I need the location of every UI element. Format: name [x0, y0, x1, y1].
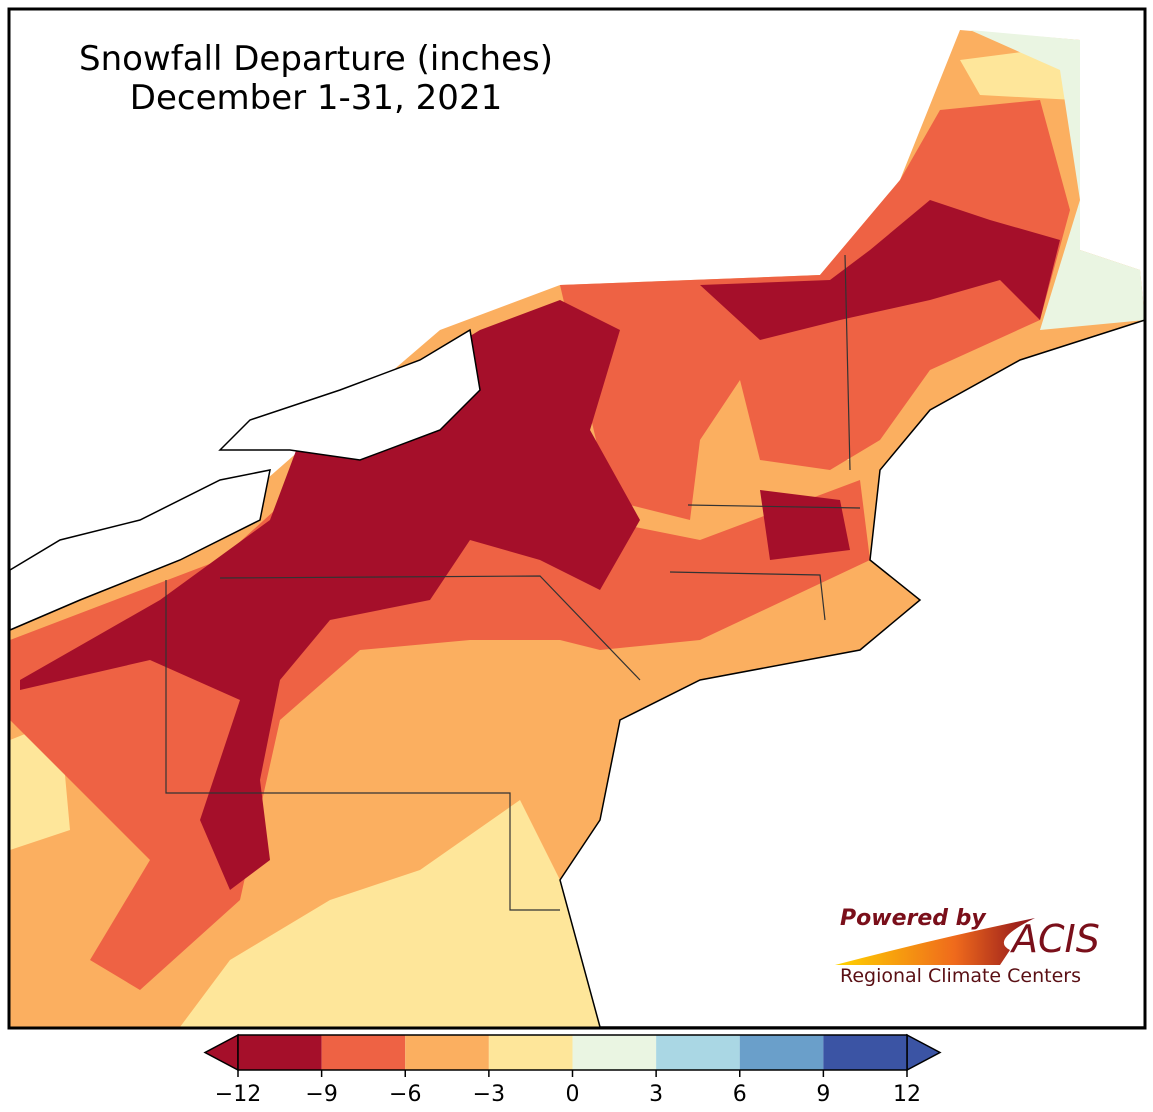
colorbar: −12 −9 −6 −3 0 3 6 9 12	[203, 1033, 942, 1107]
colorbar-segment	[823, 1035, 907, 1070]
colorbar-tick-label: 0	[566, 1082, 580, 1107]
colorbar-tick-label: −6	[389, 1082, 421, 1107]
map-frame	[7, 7, 1147, 1030]
title: Snowfall Departure (inches)	[79, 39, 553, 79]
colorbar-segment	[405, 1035, 489, 1070]
logo-tagline: Regional Climate Centers	[840, 965, 1081, 987]
zone	[970, 30, 1144, 330]
colorbar-segment	[488, 1035, 573, 1070]
colorbar-segment	[572, 1035, 657, 1070]
colorbar-tick-label: −3	[473, 1082, 505, 1107]
state-lines	[165, 254, 861, 911]
logo: Powered by ACIS Regional Climate Centers	[835, 906, 1100, 987]
colorbar-tick-label: 9	[816, 1082, 830, 1107]
colorbar-arrow-high	[906, 1033, 942, 1072]
logo-name: ACIS	[1009, 917, 1100, 961]
zone	[180, 800, 600, 1027]
colorbar-segment	[739, 1035, 824, 1070]
subtitle: December 1-31, 2021	[130, 78, 502, 118]
logo-swoosh	[835, 918, 1035, 965]
zone	[700, 200, 1060, 560]
ocean	[559, 319, 1144, 1027]
logo-powered: Powered by	[840, 906, 987, 931]
colorbar-tick-label: 12	[893, 1082, 921, 1107]
colorbar-tick-label: −12	[215, 1082, 261, 1107]
lake	[218, 328, 481, 461]
colorbar-arrow-low	[203, 1033, 239, 1072]
colorbar-segment	[321, 1035, 406, 1070]
colorbar-tick-label: 3	[649, 1082, 663, 1107]
zone	[20, 300, 640, 890]
colorbar-tick-label: −9	[305, 1082, 337, 1107]
lake	[10, 469, 271, 631]
colorbar-tick-label: 6	[733, 1082, 747, 1107]
colorbar-segment	[238, 1035, 322, 1070]
colorbar-segment	[656, 1035, 740, 1070]
map	[10, 30, 1144, 1027]
